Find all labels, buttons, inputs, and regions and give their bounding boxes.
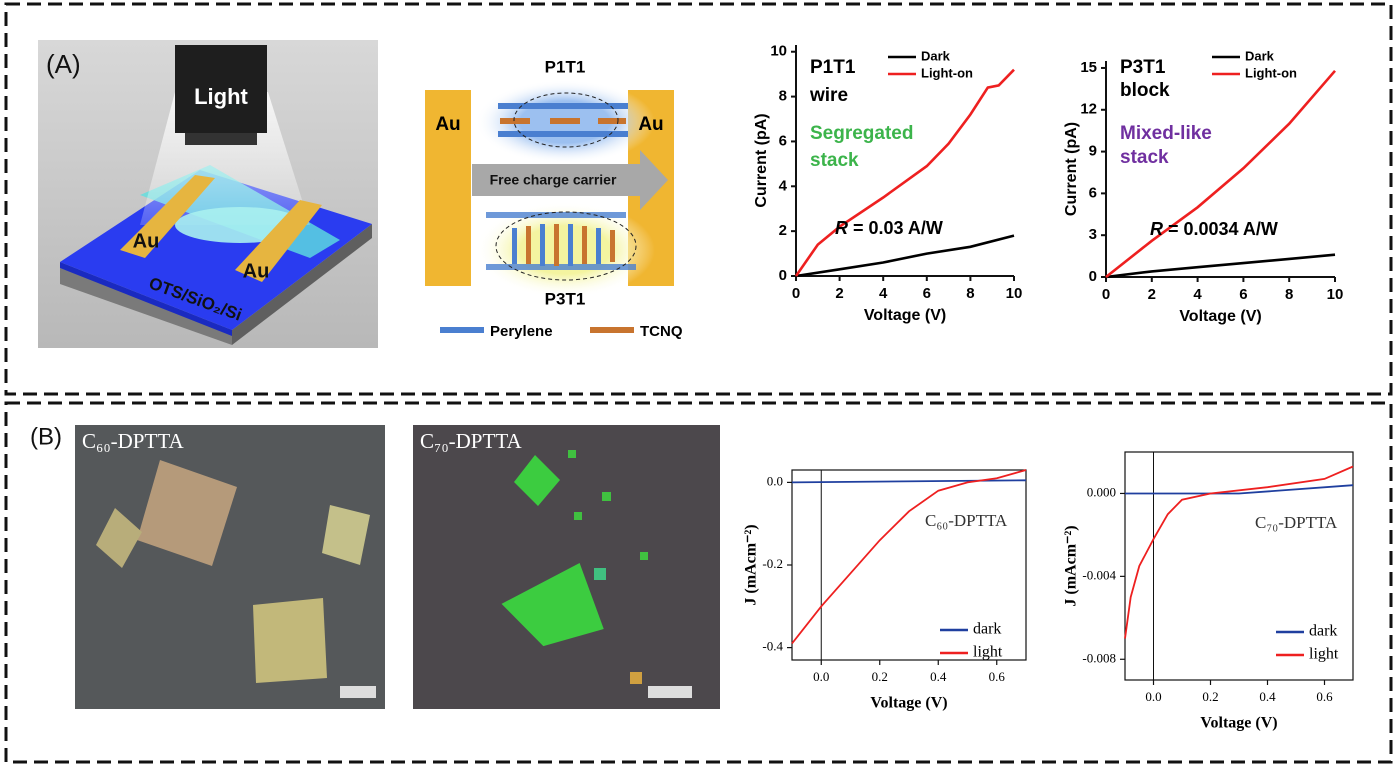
y-tick-label: 3 — [1089, 226, 1097, 243]
legend-label: TCNQ — [640, 323, 683, 340]
x-axis-label: Voltage (V) — [870, 695, 947, 712]
x-tick-label: 4 — [879, 285, 888, 302]
micrograph — [413, 425, 720, 709]
x-tick-label: 2 — [1148, 286, 1156, 303]
series-line — [794, 68, 1015, 277]
annotation: Mixed-like — [1120, 123, 1212, 144]
y-axis-label: J (mAcm⁻²) — [1063, 525, 1080, 606]
x-tick-label: 0.4 — [1259, 689, 1276, 704]
panel-border — [4, 2, 1393, 396]
y-tick-label: 6 — [779, 132, 787, 149]
annotation: stack — [810, 150, 859, 171]
x-axis-label: Voltage (V) — [1200, 715, 1277, 732]
annotation: C₇₀-DPTTA — [1255, 513, 1338, 532]
panel-border — [4, 401, 1393, 764]
y-axis-label: J (mAcm⁻²) — [743, 524, 760, 605]
x-tick-label: 0 — [792, 285, 800, 302]
legend-label: Light-on — [921, 65, 973, 80]
x-tick-label: 4 — [1193, 286, 1202, 303]
annotation: P3T1 — [1120, 57, 1166, 78]
plot-frame — [1124, 451, 1354, 681]
panel-label: (A) — [46, 49, 81, 79]
annotation: Segregated — [810, 123, 913, 144]
x-tick-label: 0.0 — [1145, 689, 1161, 704]
responsivity-value: = 0.03 A/W — [853, 218, 943, 238]
series-line — [795, 234, 1015, 278]
micrograph-label: C₆₀-DPTTA — [82, 429, 184, 453]
structure-label: P3T1 — [545, 289, 586, 308]
y-tick-label: -0.2 — [762, 556, 783, 571]
y-tick-label: 0 — [779, 267, 787, 284]
x-tick-label: 10 — [1006, 285, 1023, 302]
x-tick-label: 0.2 — [1202, 689, 1218, 704]
legend-label: Perylene — [490, 323, 553, 340]
series-line — [1125, 484, 1354, 495]
annotation: stack — [1120, 147, 1169, 168]
x-axis-label: Voltage (V) — [1179, 308, 1261, 325]
y-tick-label: 0.0 — [767, 473, 783, 488]
x-tick-label: 8 — [966, 285, 974, 302]
legend-label: dark — [973, 621, 1001, 638]
electrode-label: Au — [133, 230, 160, 252]
legend-label: Light-on — [1245, 65, 1297, 80]
legend-label: Dark — [921, 48, 951, 63]
y-tick-label: 10 — [770, 43, 787, 60]
x-tick-label: 0 — [1102, 286, 1110, 303]
y-tick-label: 0.000 — [1087, 484, 1116, 499]
x-tick-label: 0.0 — [813, 669, 829, 684]
y-tick-label: -0.4 — [762, 639, 783, 654]
y-tick-label: 12 — [1080, 101, 1097, 118]
series-line — [791, 479, 1027, 484]
panel-label: (B) — [30, 423, 62, 450]
x-tick-label: 0.2 — [872, 669, 888, 684]
series-line — [791, 469, 1027, 645]
micrograph — [75, 425, 385, 709]
x-tick-label: 6 — [1239, 286, 1247, 303]
series-line — [1105, 253, 1336, 279]
electrode-label: Au — [435, 114, 460, 135]
y-axis-label: Current (pA) — [753, 113, 770, 207]
light-label: Light — [194, 84, 248, 109]
arrow-label: Free charge carrier — [490, 172, 617, 188]
y-tick-label: 0 — [1089, 268, 1097, 285]
annotation: P1T1 — [810, 57, 856, 78]
y-tick-label: 9 — [1089, 143, 1097, 160]
responsivity-value: = 0.0034 A/W — [1168, 219, 1278, 239]
structure-label: P1T1 — [545, 57, 586, 76]
x-tick-label: 0.6 — [989, 669, 1006, 684]
x-tick-label: 8 — [1285, 286, 1293, 303]
series-line — [1105, 69, 1336, 279]
y-tick-label: 8 — [779, 88, 787, 105]
responsivity-symbol: R — [1150, 219, 1163, 239]
x-tick-label: 0.4 — [930, 669, 947, 684]
y-tick-label: 4 — [779, 177, 788, 194]
x-tick-label: 10 — [1327, 286, 1344, 303]
y-tick-label: 2 — [779, 222, 787, 239]
responsivity-symbol: R — [835, 218, 848, 238]
electrode-label: Au — [243, 260, 270, 282]
x-axis-label: Voltage (V) — [864, 307, 946, 324]
x-tick-label: 6 — [923, 285, 931, 302]
y-tick-label: -0.008 — [1082, 650, 1116, 665]
y-tick-label: -0.004 — [1082, 567, 1116, 582]
y-tick-label: 15 — [1080, 59, 1097, 76]
legend-label: Dark — [1245, 48, 1275, 63]
annotation: wire — [809, 85, 848, 106]
legend-label: light — [1309, 646, 1339, 663]
series-line — [1124, 465, 1354, 639]
device-illustration — [38, 40, 378, 348]
electrode-label: Au — [638, 114, 663, 135]
legend-label: light — [973, 644, 1003, 661]
annotation: block — [1120, 80, 1170, 101]
x-tick-label: 2 — [835, 285, 843, 302]
y-axis-label: Current (pA) — [1063, 122, 1080, 216]
legend-label: dark — [1309, 623, 1337, 640]
schematic — [425, 80, 674, 333]
annotation: C₆₀-DPTTA — [925, 511, 1008, 530]
x-tick-label: 0.6 — [1316, 689, 1333, 704]
micrograph-label: C₇₀-DPTTA — [420, 429, 522, 453]
y-tick-label: 6 — [1089, 184, 1097, 201]
